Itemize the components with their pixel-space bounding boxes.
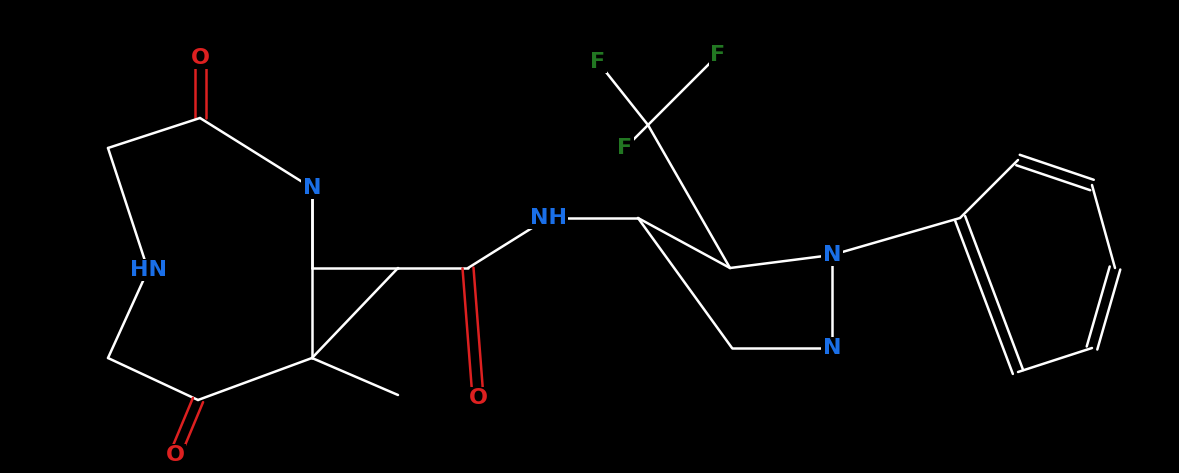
Text: F: F: [591, 52, 606, 72]
Text: O: O: [191, 48, 210, 68]
Text: N: N: [303, 178, 321, 198]
Text: O: O: [468, 388, 487, 408]
Text: O: O: [165, 445, 184, 465]
Text: F: F: [711, 45, 725, 65]
Text: F: F: [618, 138, 633, 158]
Text: HN: HN: [130, 260, 166, 280]
Text: NH: NH: [529, 208, 566, 228]
Text: N: N: [823, 245, 842, 265]
Text: N: N: [823, 338, 842, 358]
